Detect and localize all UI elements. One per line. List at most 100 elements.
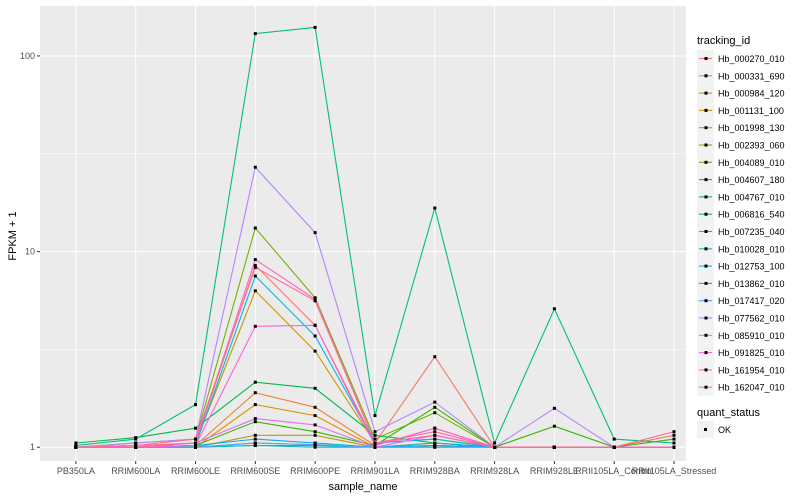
legend-label: Hb_010028_010 xyxy=(718,244,785,254)
plot-panel xyxy=(40,6,686,461)
legend-key-point xyxy=(704,230,708,233)
data-point xyxy=(313,299,317,303)
data-point xyxy=(373,430,377,434)
data-point xyxy=(253,265,257,269)
data-point xyxy=(373,414,377,418)
legend-key-point xyxy=(704,333,708,337)
legend-label: Hb_085910_010 xyxy=(718,331,785,341)
data-point xyxy=(253,391,257,395)
data-point xyxy=(373,437,377,441)
x-tick-label: RRIM600LA xyxy=(111,466,160,476)
data-point xyxy=(253,226,257,230)
data-point xyxy=(433,206,437,210)
data-point xyxy=(253,420,257,424)
y-tick-label: 1 xyxy=(30,442,35,452)
data-point xyxy=(253,403,257,407)
legend-key-point xyxy=(704,126,708,130)
legend2-key-point xyxy=(704,428,707,431)
data-point xyxy=(373,441,377,445)
data-point xyxy=(373,444,377,447)
legend-key-point xyxy=(704,299,708,303)
data-point xyxy=(313,423,317,427)
legend-key-point xyxy=(704,385,708,389)
data-point xyxy=(313,25,317,29)
data-point xyxy=(313,441,317,445)
data-point xyxy=(433,355,437,359)
data-point xyxy=(672,430,676,434)
data-point xyxy=(373,445,377,449)
x-tick-label: RRIM600PE xyxy=(290,466,340,476)
data-point xyxy=(313,443,317,447)
legend-label: Hb_000331_690 xyxy=(718,71,785,81)
data-point xyxy=(253,437,257,441)
x-axis-title: sample_name xyxy=(328,481,397,493)
legend-key-point xyxy=(704,91,708,95)
data-point xyxy=(194,441,197,445)
legend2-title: quant_status xyxy=(697,407,760,419)
data-point xyxy=(313,231,317,235)
data-point xyxy=(612,445,616,449)
x-tick-label: RRIM928LA xyxy=(470,466,519,476)
data-point xyxy=(194,444,197,447)
data-point xyxy=(433,426,437,430)
legend-key-point xyxy=(704,281,708,285)
legend-key-point xyxy=(704,74,708,78)
legend-label: Hb_004607_180 xyxy=(718,175,785,185)
legend-label: Hb_161954_010 xyxy=(718,365,785,375)
legend-key-point xyxy=(704,57,708,60)
legend-quant-status: quant_status OK xyxy=(697,407,760,438)
x-tick-label: RRIM901LA xyxy=(350,466,399,476)
legend-label: Hb_091825_010 xyxy=(718,348,785,358)
data-point xyxy=(253,165,257,169)
legend-title: tracking_id xyxy=(697,35,750,47)
legend-label: Hb_006816_540 xyxy=(718,210,785,220)
data-point xyxy=(313,386,317,390)
legend-tracking-id: tracking_id Hb_000270_010 Hb_000331_690 Hb… xyxy=(697,35,785,396)
x-tick-label: RRIM600SE xyxy=(230,466,280,476)
data-point xyxy=(253,289,257,293)
x-tick-label: RRIM600LE xyxy=(171,466,220,476)
legend-label: Hb_001131_100 xyxy=(718,106,784,116)
legend-key-point xyxy=(704,368,708,372)
x-tick-label: PB350LA xyxy=(57,466,95,476)
data-point xyxy=(433,441,437,445)
data-point xyxy=(552,406,556,410)
legend-label: Hb_004089_010 xyxy=(718,158,785,168)
legend2-label: OK xyxy=(718,425,731,435)
data-point xyxy=(552,424,556,428)
legend-key-point xyxy=(704,212,708,216)
legend-label: Hb_000984_120 xyxy=(718,89,785,99)
data-points xyxy=(74,25,676,449)
data-point xyxy=(253,258,257,262)
legend-key-point xyxy=(704,108,708,112)
x-tick-label: RRIM928BA xyxy=(410,466,460,476)
data-point xyxy=(313,349,317,353)
data-point xyxy=(313,334,317,338)
data-point xyxy=(433,430,437,434)
data-point xyxy=(74,445,78,449)
data-point xyxy=(672,437,676,441)
data-point xyxy=(612,437,616,441)
legend-key-point xyxy=(704,143,708,147)
legend-key-point xyxy=(704,247,708,251)
data-point xyxy=(313,323,317,327)
data-point xyxy=(313,433,317,437)
data-point xyxy=(433,445,437,449)
data-point xyxy=(672,445,676,449)
data-point xyxy=(313,445,317,449)
legend-label: Hb_012753_100 xyxy=(718,262,785,272)
data-point xyxy=(253,32,257,36)
y-tick-label: 100 xyxy=(20,51,35,61)
data-point xyxy=(253,417,257,421)
data-point xyxy=(134,444,138,447)
data-point xyxy=(433,444,437,447)
data-point xyxy=(313,430,317,434)
data-point xyxy=(194,403,197,407)
legend-key-point xyxy=(704,195,708,199)
data-point xyxy=(134,441,138,445)
legend-label: Hb_017417_020 xyxy=(718,296,785,306)
x-axis: PB350LA RRIM600LA RRIM600LE RRIM600SE RRIM60… xyxy=(57,461,716,476)
legend-key-point xyxy=(704,264,708,268)
